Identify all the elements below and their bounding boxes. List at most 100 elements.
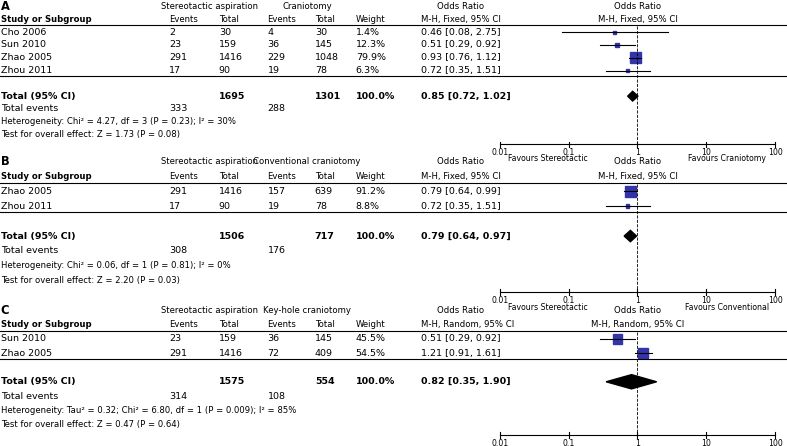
Text: 17: 17 [169, 66, 181, 75]
Text: Stereotactic aspiration: Stereotactic aspiration [161, 2, 258, 11]
Text: Test for overall effect: Z = 2.20 (P = 0.03): Test for overall effect: Z = 2.20 (P = 0… [1, 277, 179, 285]
Text: C: C [1, 304, 9, 317]
Text: 30: 30 [315, 28, 327, 37]
Text: Events: Events [169, 15, 198, 24]
Text: Zhou 2011: Zhou 2011 [1, 66, 52, 75]
Bar [638, 348, 648, 359]
Text: Test for overall effect: Z = 0.47 (P = 0.64): Test for overall effect: Z = 0.47 (P = 0… [1, 420, 179, 429]
Text: Stereotactic aspiration: Stereotactic aspiration [161, 306, 258, 315]
Text: 45.5%: 45.5% [356, 334, 386, 343]
Text: 78: 78 [315, 66, 327, 75]
Text: 1: 1 [635, 439, 640, 446]
Text: Events: Events [268, 320, 297, 329]
Bar [630, 52, 641, 63]
Text: 0.79 [0.64, 0.97]: 0.79 [0.64, 0.97] [421, 231, 511, 240]
Text: 72: 72 [268, 349, 279, 358]
Text: 10: 10 [701, 439, 711, 446]
Text: 291: 291 [169, 53, 187, 62]
Text: Odds Ratio: Odds Ratio [614, 306, 661, 315]
Text: 100.0%: 100.0% [356, 92, 395, 101]
Text: Total: Total [219, 172, 238, 181]
Text: 717: 717 [315, 231, 334, 240]
Text: 229: 229 [268, 53, 286, 62]
Text: 1.21 [0.91, 1.61]: 1.21 [0.91, 1.61] [421, 349, 501, 358]
Text: 10: 10 [701, 296, 711, 305]
Text: 19: 19 [268, 66, 279, 75]
Bar [625, 186, 636, 197]
Text: Heterogeneity: Chi² = 4.27, df = 3 (P = 0.23); I² = 30%: Heterogeneity: Chi² = 4.27, df = 3 (P = … [1, 117, 236, 126]
Text: M-H, Fixed, 95% CI: M-H, Fixed, 95% CI [421, 172, 501, 181]
Text: Total: Total [219, 320, 238, 329]
Text: 100: 100 [768, 148, 782, 157]
Text: Total: Total [315, 320, 334, 329]
Text: 19: 19 [268, 202, 279, 211]
Text: 0.01: 0.01 [491, 148, 508, 157]
Text: Total (95% CI): Total (95% CI) [1, 377, 76, 386]
Text: Total events: Total events [1, 104, 58, 113]
Text: Events: Events [268, 172, 297, 181]
Polygon shape [606, 375, 656, 389]
Text: 157: 157 [268, 187, 286, 196]
Text: Events: Events [169, 172, 198, 181]
Text: 17: 17 [169, 202, 181, 211]
Text: 0.51 [0.29, 0.92]: 0.51 [0.29, 0.92] [421, 41, 501, 50]
Text: Odds Ratio: Odds Ratio [614, 2, 661, 11]
Bar [626, 204, 630, 208]
Text: 333: 333 [169, 104, 187, 113]
Text: Favours Craniotomy: Favours Craniotomy [688, 154, 766, 163]
Bar [615, 43, 619, 47]
Text: Total: Total [315, 15, 334, 24]
Text: 409: 409 [315, 349, 333, 358]
Text: 0.1: 0.1 [563, 296, 575, 305]
Text: 159: 159 [219, 41, 237, 50]
Text: Zhao 2005: Zhao 2005 [1, 187, 52, 196]
Text: Total: Total [315, 172, 334, 181]
Text: M-H, Fixed, 95% CI: M-H, Fixed, 95% CI [597, 172, 678, 181]
Text: Odds Ratio: Odds Ratio [614, 157, 661, 166]
Text: Zhao 2005: Zhao 2005 [1, 349, 52, 358]
Text: 0.72 [0.35, 1.51]: 0.72 [0.35, 1.51] [421, 66, 501, 75]
Text: Conventional craniotomy: Conventional craniotomy [253, 157, 360, 166]
Text: 0.51 [0.29, 0.92]: 0.51 [0.29, 0.92] [421, 334, 501, 343]
Text: M-H, Random, 95% CI: M-H, Random, 95% CI [591, 320, 684, 329]
Text: Favours Stereotactic: Favours Stereotactic [508, 303, 588, 312]
Text: 91.2%: 91.2% [356, 187, 386, 196]
Text: Zhao 2005: Zhao 2005 [1, 53, 52, 62]
Text: 145: 145 [315, 334, 333, 343]
Text: 108: 108 [268, 392, 286, 401]
Text: M-H, Fixed, 95% CI: M-H, Fixed, 95% CI [597, 15, 678, 24]
Text: 0.85 [0.72, 1.02]: 0.85 [0.72, 1.02] [421, 92, 511, 101]
Text: M-H, Random, 95% CI: M-H, Random, 95% CI [421, 320, 514, 329]
Text: Test for overall effect: Z = 1.73 (P = 0.08): Test for overall effect: Z = 1.73 (P = 0… [1, 130, 179, 139]
Text: 0.72 [0.35, 1.51]: 0.72 [0.35, 1.51] [421, 202, 501, 211]
Bar [613, 31, 615, 33]
Text: 0.01: 0.01 [491, 439, 508, 446]
Text: A: A [1, 0, 9, 13]
Bar [626, 69, 630, 72]
Text: 54.5%: 54.5% [356, 349, 386, 358]
Text: 1.4%: 1.4% [356, 28, 379, 37]
Text: 1695: 1695 [219, 92, 246, 101]
Text: 0.46 [0.08, 2.75]: 0.46 [0.08, 2.75] [421, 28, 501, 37]
Text: Heterogeneity: Tau² = 0.32; Chi² = 6.80, df = 1 (P = 0.009); I² = 85%: Heterogeneity: Tau² = 0.32; Chi² = 6.80,… [1, 406, 296, 415]
Text: 145: 145 [315, 41, 333, 50]
Text: 100: 100 [768, 439, 782, 446]
Text: 308: 308 [169, 247, 187, 256]
Text: 4: 4 [268, 28, 274, 37]
Text: Weight: Weight [356, 320, 386, 329]
Text: 79.9%: 79.9% [356, 53, 386, 62]
Text: 100.0%: 100.0% [356, 231, 395, 240]
Text: Heterogeneity: Chi² = 0.06, df = 1 (P = 0.81); I² = 0%: Heterogeneity: Chi² = 0.06, df = 1 (P = … [1, 261, 231, 270]
Text: 1: 1 [635, 296, 640, 305]
Text: Events: Events [169, 320, 198, 329]
Text: Weight: Weight [356, 172, 386, 181]
Text: 8.8%: 8.8% [356, 202, 379, 211]
Text: 0.1: 0.1 [563, 439, 575, 446]
Text: 288: 288 [268, 104, 286, 113]
Text: 36: 36 [268, 41, 279, 50]
Text: 1048: 1048 [315, 53, 338, 62]
Text: Weight: Weight [356, 15, 386, 24]
Text: Zhou 2011: Zhou 2011 [1, 202, 52, 211]
Text: M-H, Fixed, 95% CI: M-H, Fixed, 95% CI [421, 15, 501, 24]
Text: 10: 10 [701, 148, 711, 157]
